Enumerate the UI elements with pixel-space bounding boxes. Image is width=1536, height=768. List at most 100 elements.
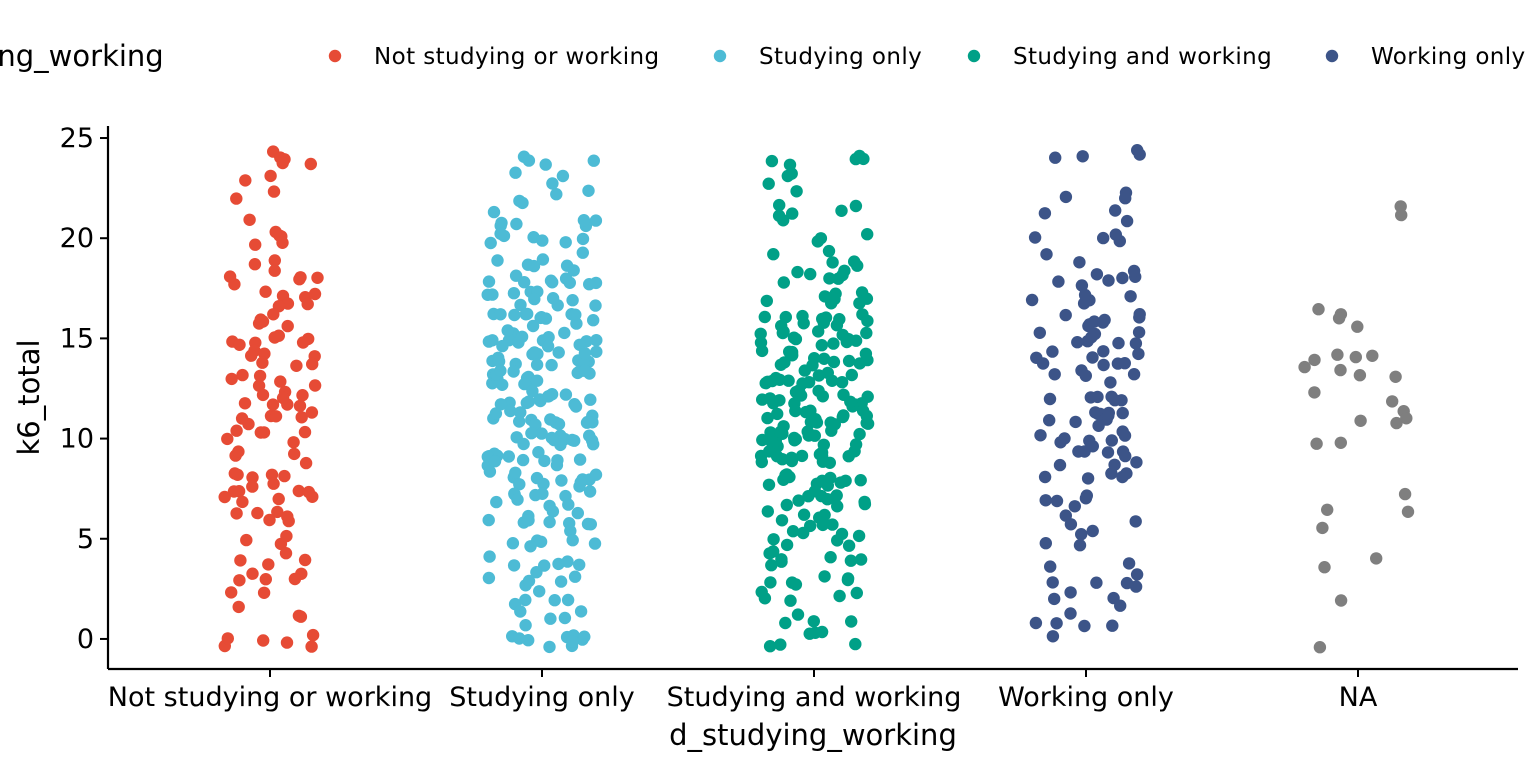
- data-point: [311, 271, 324, 284]
- data-point: [777, 325, 790, 338]
- data-point: [815, 625, 829, 639]
- data-point: [807, 615, 820, 628]
- data-point: [826, 291, 839, 305]
- data-point: [306, 628, 320, 642]
- data-point: [849, 637, 862, 651]
- data-point: [266, 398, 280, 411]
- data-point: [522, 154, 536, 167]
- data-point: [785, 167, 798, 180]
- data-point: [822, 244, 836, 258]
- data-point: [808, 429, 821, 442]
- x-tick-label: Not studying or working: [108, 682, 432, 713]
- data-point: [1112, 336, 1125, 350]
- data-point: [792, 494, 805, 507]
- data-point: [854, 553, 868, 566]
- data-point: [230, 507, 243, 520]
- data-point: [1386, 395, 1399, 408]
- data-point: [1097, 345, 1110, 358]
- data-point: [507, 287, 521, 300]
- data-point: [546, 177, 559, 190]
- data-point: [861, 417, 875, 430]
- data-point: [1102, 274, 1115, 287]
- data-point: [1313, 641, 1327, 654]
- data-point: [490, 495, 503, 509]
- data-point: [842, 539, 856, 552]
- data-point: [587, 314, 600, 327]
- data-point: [298, 425, 312, 439]
- data-point: [762, 177, 775, 190]
- data-point: [525, 427, 538, 440]
- data-point: [791, 265, 804, 279]
- data-point: [1086, 351, 1099, 364]
- data-point: [761, 411, 774, 425]
- data-point: [797, 508, 811, 521]
- data-point: [506, 537, 520, 550]
- data-point: [835, 376, 849, 389]
- data-point: [507, 365, 520, 378]
- data-point: [802, 376, 816, 389]
- data-point: [550, 188, 563, 201]
- data-point: [481, 288, 494, 301]
- data-point: [571, 506, 584, 520]
- data-point: [787, 331, 801, 344]
- data-point: [821, 493, 834, 506]
- x-axis-ticks: Not studying or working Studying only Stud…: [108, 669, 1378, 713]
- data-point: [1046, 630, 1060, 643]
- data-point: [519, 619, 532, 632]
- data-point: [771, 407, 784, 421]
- data-point: [221, 432, 234, 446]
- data-point: [845, 368, 858, 382]
- data-point: [767, 545, 780, 558]
- data-point: [860, 326, 873, 340]
- data-point: [1109, 228, 1123, 241]
- data-point: [782, 374, 795, 387]
- data-point: [589, 468, 603, 481]
- data-point: [766, 374, 779, 388]
- y-tick-label: 0: [77, 624, 94, 655]
- data-point: [833, 589, 846, 603]
- data-point: [834, 476, 847, 489]
- data-point: [554, 438, 567, 452]
- data-point: [509, 166, 522, 179]
- data-point: [524, 540, 537, 553]
- data-point: [1120, 576, 1134, 590]
- data-point: [566, 294, 579, 307]
- data-point: [1321, 503, 1334, 516]
- data-point: [268, 264, 281, 277]
- data-point: [777, 276, 790, 289]
- data-point: [542, 390, 555, 403]
- data-point: [1039, 537, 1053, 550]
- data-point: [288, 447, 301, 461]
- data-point: [756, 433, 769, 447]
- data-point: [581, 415, 594, 429]
- data-point: [1046, 345, 1059, 358]
- data-point: [1394, 200, 1407, 213]
- data-point: [488, 455, 502, 468]
- data-point: [569, 308, 582, 321]
- data-point: [767, 248, 780, 261]
- data-point: [830, 489, 843, 502]
- data-point: [293, 399, 307, 413]
- data-point: [298, 553, 312, 567]
- data-point: [559, 388, 573, 401]
- data-point: [521, 258, 535, 271]
- data-point: [516, 453, 530, 467]
- data-point: [1101, 446, 1115, 459]
- data-point: [1053, 458, 1067, 472]
- data-point: [1124, 290, 1137, 303]
- data-point: [228, 467, 241, 480]
- data-point: [516, 196, 529, 210]
- data-point: [280, 529, 293, 543]
- data-point: [482, 335, 496, 348]
- data-point: [514, 298, 527, 312]
- data-points: [218, 144, 1415, 654]
- data-point: [1114, 599, 1127, 612]
- data-point: [775, 553, 788, 566]
- data-point: [1073, 539, 1087, 552]
- data-point: [836, 268, 849, 282]
- y-tick-label: 15: [60, 323, 94, 354]
- data-point: [259, 573, 272, 586]
- data-point: [1129, 515, 1142, 528]
- data-point: [249, 238, 262, 251]
- legend-key: [967, 49, 981, 63]
